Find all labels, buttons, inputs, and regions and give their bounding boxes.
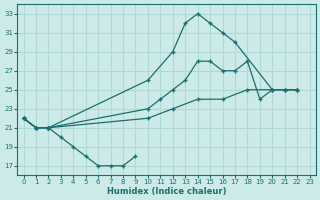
X-axis label: Humidex (Indice chaleur): Humidex (Indice chaleur): [107, 187, 226, 196]
